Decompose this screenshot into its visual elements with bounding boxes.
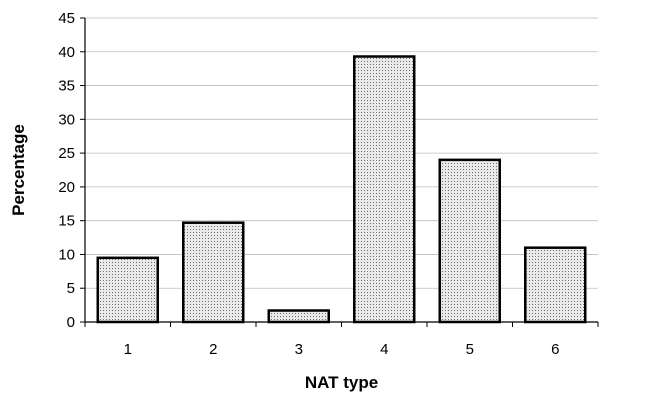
bar-4 xyxy=(353,55,416,324)
gridlines xyxy=(85,17,598,289)
y-axis-title: Percentage xyxy=(9,124,28,216)
y-axis-ticks: 0 5 10 15 20 25 30 35 40 45 xyxy=(58,10,85,331)
bar-2 xyxy=(182,221,245,324)
y-tick-label: 5 xyxy=(67,280,75,297)
bar-3 xyxy=(267,309,330,324)
bar-5 xyxy=(438,158,501,324)
x-axis-title: NAT type xyxy=(305,373,378,392)
bar-6 xyxy=(524,246,587,324)
y-tick-label: 15 xyxy=(58,213,75,230)
y-tick-label: 20 xyxy=(58,179,75,196)
x-tick-label: 1 xyxy=(124,341,132,358)
x-tick-label: 6 xyxy=(551,341,559,358)
y-tick-label: 25 xyxy=(58,145,75,162)
y-tick-label: 30 xyxy=(58,111,75,128)
bars xyxy=(96,55,587,324)
x-tick-label: 5 xyxy=(466,341,474,358)
x-axis-ticks: 1 2 3 4 5 6 xyxy=(84,322,599,358)
y-tick-label: 35 xyxy=(58,78,75,95)
x-tick-label: 2 xyxy=(209,341,217,358)
y-tick-label: 40 xyxy=(58,44,75,61)
bar-1 xyxy=(96,256,159,324)
axes xyxy=(84,18,598,323)
y-tick-label: 45 xyxy=(58,10,75,27)
x-tick-label: 3 xyxy=(295,341,303,358)
y-tick-label: 10 xyxy=(58,246,75,263)
y-tick-label: 0 xyxy=(67,314,75,331)
x-tick-label: 4 xyxy=(380,341,388,358)
